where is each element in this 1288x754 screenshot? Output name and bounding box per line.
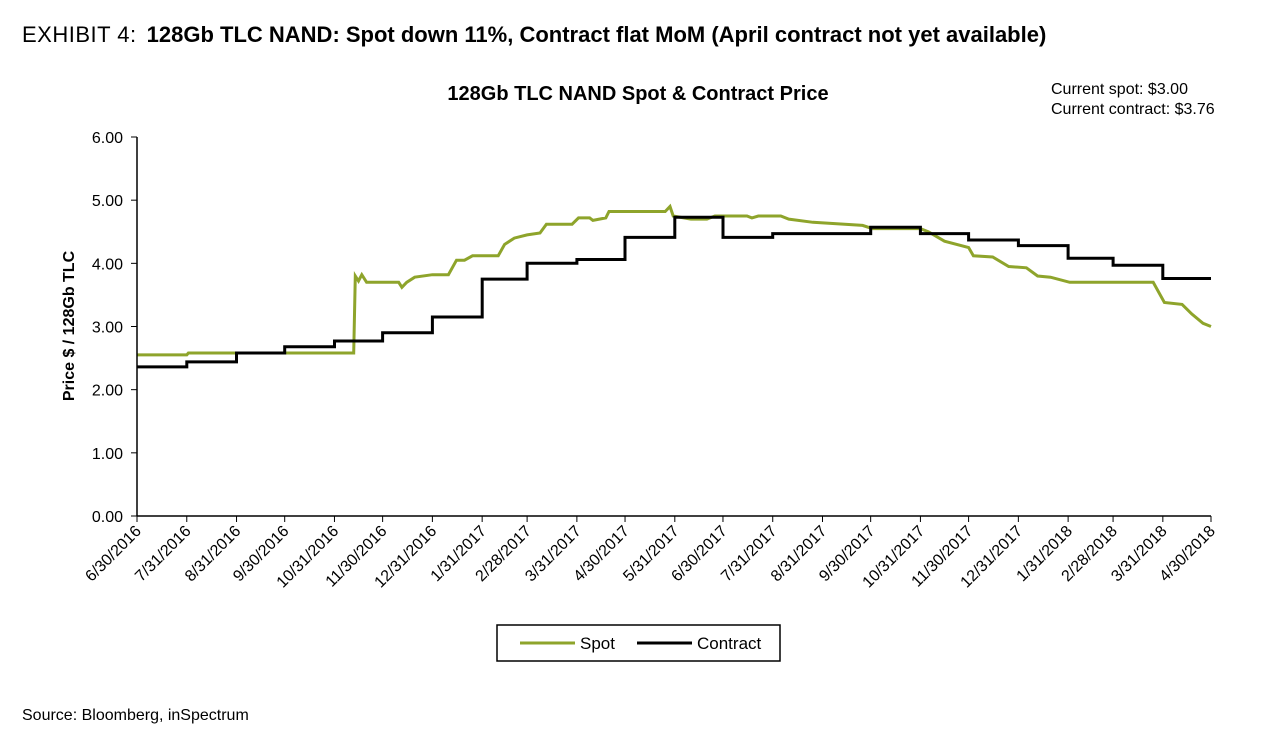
y-tick-label: 4.00 <box>92 256 123 273</box>
spot-line <box>137 203 1212 357</box>
contract-line <box>137 215 1211 369</box>
series-layer <box>137 203 1212 369</box>
exhibit-headline: 128Gb TLC NAND: Spot down 11%, Contract … <box>146 22 1047 47</box>
y-tick-label: 5.00 <box>92 193 123 210</box>
y-tick-label: 1.00 <box>92 446 123 463</box>
y-tick-label: 0.00 <box>92 509 123 526</box>
source-note: Source: Bloomberg, inSpectrum <box>22 707 249 724</box>
x-axis: 6/30/20167/31/20168/31/20169/30/201610/3… <box>82 516 1219 591</box>
y-tick-label: 2.00 <box>92 383 123 400</box>
current-contract-text: Current contract: $3.76 <box>1051 101 1215 118</box>
legend-contract-label: Contract <box>697 634 762 653</box>
legend: Spot Contract <box>496 624 781 662</box>
y-axis-title: Price $ / 128Gb TLC <box>61 250 78 401</box>
current-spot-text: Current spot: $3.00 <box>1051 81 1188 98</box>
current-price-annotation: Current spot: $3.00 Current contract: $3… <box>1051 80 1215 120</box>
chart-title: 128Gb TLC NAND Spot & Contract Price <box>447 83 828 105</box>
price-chart: 128Gb TLC NAND Spot & Contract Price Pri… <box>61 83 1219 662</box>
y-axis: 0.00 1.00 2.00 3.00 4.00 5.00 6.00 <box>92 130 137 526</box>
axis-lines <box>136 137 1211 517</box>
y-tick-label: 3.00 <box>92 320 123 337</box>
y-tick-label: 6.00 <box>92 130 123 147</box>
exhibit-header: EXHIBIT 4: 128Gb TLC NAND: Spot down 11%,… <box>22 22 1046 48</box>
legend-spot-label: Spot <box>580 634 615 653</box>
exhibit-label: EXHIBIT 4: <box>22 22 137 47</box>
